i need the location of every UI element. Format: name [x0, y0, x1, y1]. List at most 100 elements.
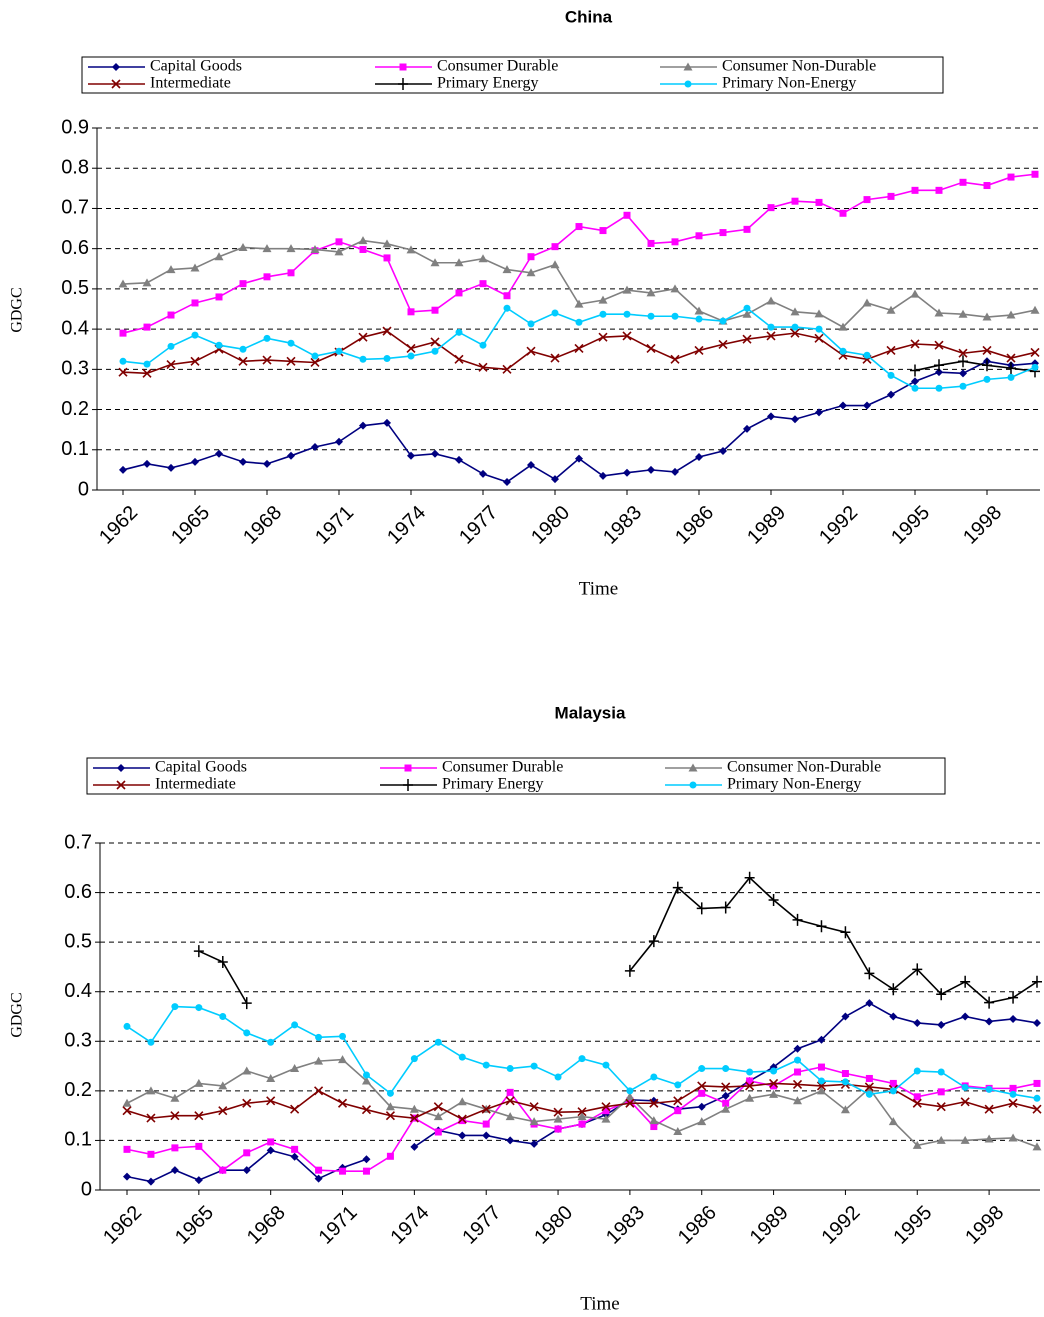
point [647, 312, 655, 320]
point [1030, 305, 1040, 314]
point [982, 359, 992, 372]
point [238, 242, 248, 251]
point [190, 356, 200, 366]
chart-title: Malaysia [555, 703, 626, 722]
point [263, 459, 271, 468]
legend-label: Capital Goods [155, 759, 247, 776]
point [383, 254, 391, 262]
legend-label: Consumer Non-Durable [722, 58, 876, 75]
point [790, 307, 800, 316]
y-tick-label: 0.9 [61, 116, 89, 138]
point [1033, 1094, 1041, 1102]
point [1032, 1142, 1042, 1151]
point [506, 1088, 514, 1096]
point [770, 1067, 778, 1075]
point [194, 1111, 204, 1121]
point [314, 1086, 324, 1096]
point [116, 780, 126, 790]
point [239, 280, 247, 288]
point [720, 901, 731, 914]
point [745, 1093, 755, 1102]
point [1009, 1090, 1017, 1098]
point [578, 1120, 586, 1128]
point [816, 920, 827, 933]
point [287, 339, 295, 347]
x-tick-label: 1977 [455, 502, 502, 549]
point [863, 351, 871, 359]
point [241, 997, 252, 1010]
point [934, 308, 944, 317]
point [574, 299, 584, 308]
point [984, 1134, 994, 1143]
point [238, 356, 248, 366]
x-tick-label: 1998 [959, 502, 1006, 549]
point [913, 1018, 922, 1027]
point [673, 1096, 683, 1106]
point [286, 244, 296, 253]
point [816, 1086, 826, 1095]
series-line [126, 1058, 1038, 1148]
point [193, 945, 204, 958]
x-tick-label: 1974 [386, 1202, 433, 1249]
point [646, 288, 656, 297]
point [794, 1068, 802, 1076]
point [243, 1149, 251, 1157]
point [935, 186, 943, 194]
y-tick-label: 0.7 [61, 197, 89, 219]
point [935, 384, 943, 392]
x-tick-label: 1986 [671, 502, 718, 549]
point [262, 244, 272, 253]
point [263, 273, 271, 281]
point [910, 289, 920, 298]
point [623, 468, 631, 477]
point [1007, 373, 1015, 381]
point [838, 322, 848, 331]
point [142, 368, 152, 378]
point [215, 449, 223, 458]
point [191, 331, 199, 339]
point [406, 343, 416, 353]
point [431, 306, 439, 314]
point [694, 306, 704, 315]
series-line [629, 876, 1038, 1004]
point [622, 285, 632, 294]
point [578, 1055, 586, 1063]
y-tick-label: 0.5 [64, 930, 92, 952]
point [1033, 1079, 1041, 1087]
point [335, 347, 343, 355]
point [217, 955, 228, 968]
point [599, 471, 607, 480]
point [959, 178, 967, 186]
point [553, 1114, 563, 1123]
x-axis-title: Time [579, 578, 618, 599]
legend-label: Primary Energy [442, 776, 543, 793]
point [361, 1076, 371, 1085]
point [410, 1142, 419, 1151]
point [815, 198, 823, 206]
point [766, 331, 776, 341]
y-tick-label: 0.6 [64, 881, 92, 903]
point [119, 465, 127, 474]
point [503, 292, 511, 300]
point [335, 238, 343, 246]
point [982, 345, 992, 355]
point [122, 1098, 132, 1107]
point [111, 79, 121, 89]
point [744, 871, 755, 884]
point [769, 1078, 779, 1088]
point [671, 467, 679, 476]
point [382, 239, 392, 248]
point [399, 63, 407, 71]
point [434, 1038, 442, 1046]
point [983, 182, 991, 190]
point [479, 280, 487, 288]
point [315, 1166, 323, 1174]
point [766, 296, 776, 305]
x-tick-label: 1962 [99, 1202, 146, 1249]
point [434, 1128, 442, 1136]
point [383, 354, 391, 362]
point [479, 469, 487, 478]
point [118, 279, 128, 288]
point [742, 334, 752, 344]
y-tick-label: 0.4 [61, 317, 89, 339]
